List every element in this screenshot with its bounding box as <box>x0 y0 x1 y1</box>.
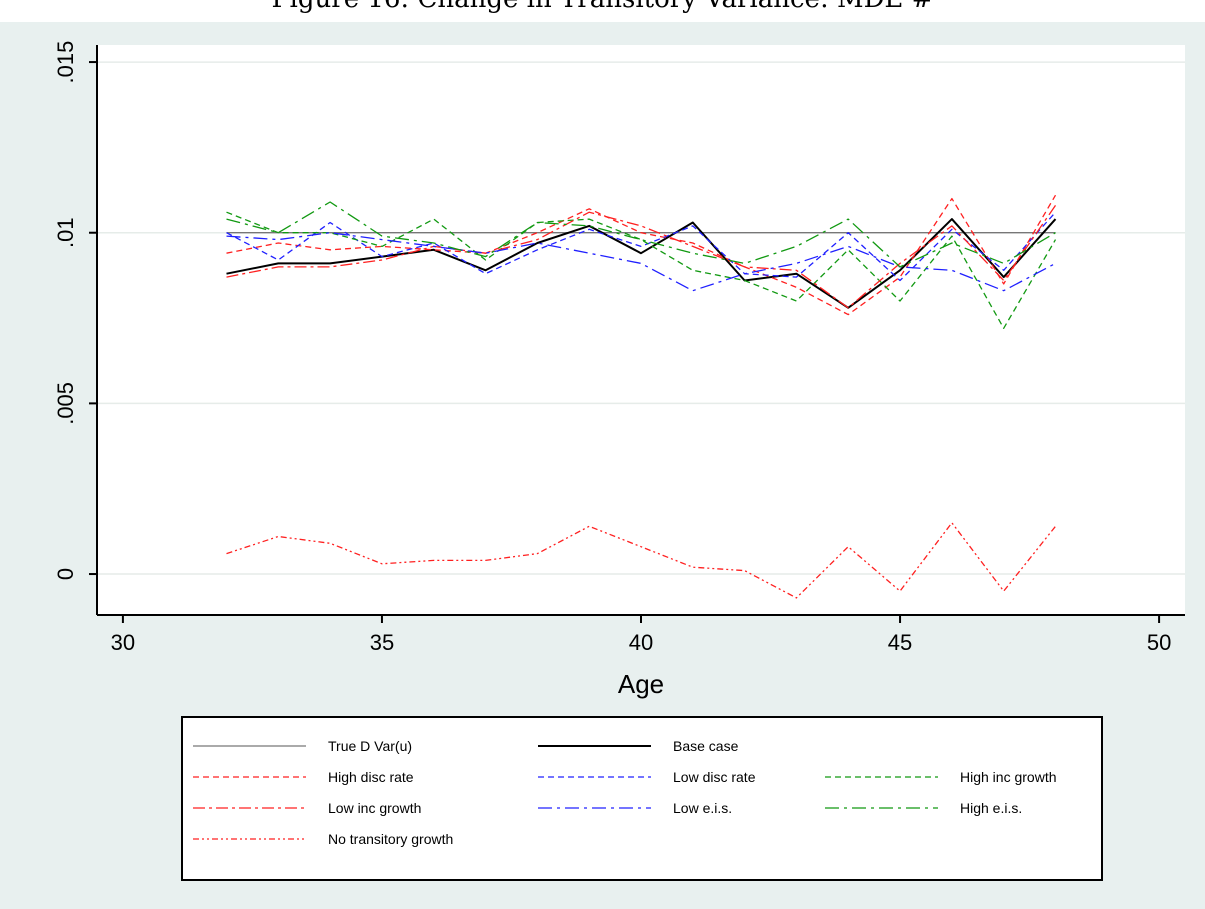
legend-label: High inc growth <box>960 769 1057 785</box>
series-line-8 <box>226 522 1057 599</box>
legend-label: No transitory growth <box>328 831 453 847</box>
plot-area <box>97 45 1185 615</box>
x-tick-label: 50 <box>1147 630 1171 655</box>
axis-ticks: 0 .005 .01 .015 30 35 40 45 50 <box>53 41 1171 655</box>
series-lines <box>226 194 1057 599</box>
x-axis-label: Age <box>618 669 664 699</box>
legend-label: Low inc growth <box>328 800 421 816</box>
legend-label: True D Var(u) <box>328 738 412 754</box>
legend-label: High e.i.s. <box>960 800 1022 816</box>
x-tick-label: 35 <box>370 630 394 655</box>
legend-items: True D Var(u) Base case High disc rate Low … <box>193 738 1057 847</box>
legend-box <box>181 716 1103 881</box>
x-tick-label: 45 <box>888 630 912 655</box>
series-line-7 <box>226 201 1056 268</box>
legend-label: Base case <box>673 738 739 754</box>
legend-label: Low e.i.s. <box>673 800 732 816</box>
series-line-4 <box>226 211 1057 329</box>
y-tick-label: .01 <box>53 217 78 248</box>
y-tick-label: .015 <box>53 41 78 84</box>
series-line-5 <box>226 205 1057 309</box>
legend-label: Low disc rate <box>673 769 756 785</box>
series-line-1 <box>226 218 1057 309</box>
y-tick-label: 0 <box>53 568 78 580</box>
series-line-3 <box>226 211 1056 282</box>
x-tick-label: 40 <box>629 630 653 655</box>
legend-label: High disc rate <box>328 769 414 785</box>
figure-title: Figure 16: Change in Transitory Variance… <box>0 0 1205 14</box>
x-tick-label: 30 <box>111 630 135 655</box>
y-tick-label: .005 <box>53 382 78 425</box>
series-line-6 <box>226 232 1056 292</box>
legend: True D Var(u) Base case High disc rate Low … <box>181 716 1103 881</box>
